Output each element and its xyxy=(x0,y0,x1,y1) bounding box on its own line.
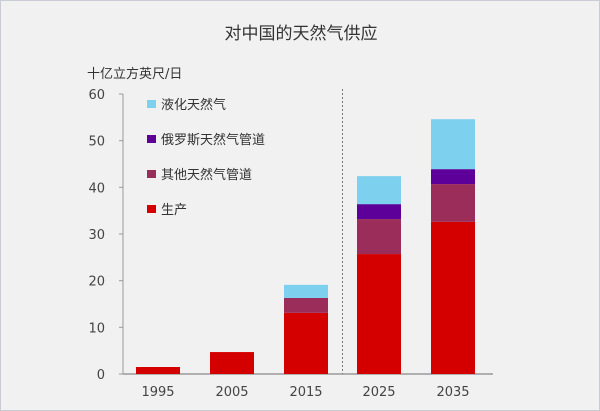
y-tick-label: 50 xyxy=(88,135,105,150)
legend-swatch xyxy=(147,170,156,178)
y-tick-label: 20 xyxy=(88,275,105,290)
y-axis-label: 十亿立方英尺/日 xyxy=(87,67,183,82)
y-tick-label: 60 xyxy=(88,88,105,103)
bar-segment-2015-1 xyxy=(284,297,328,313)
bar-segment-2025-3 xyxy=(357,176,401,205)
bar-segment-2035-3 xyxy=(431,119,475,170)
legend-swatch xyxy=(147,205,156,213)
y-tick-label: 0 xyxy=(97,368,105,383)
bar-segment-2025-2 xyxy=(357,204,401,220)
legend-label: 液化天然气 xyxy=(161,97,226,113)
x-tick-label: 2035 xyxy=(436,385,469,400)
bar-segment-2025-1 xyxy=(357,219,401,255)
y-tick-label: 10 xyxy=(88,321,105,336)
bar-segment-2025-0 xyxy=(357,254,401,374)
chart-title: 对中国的天然气供应 xyxy=(224,24,378,44)
legend-label: 其他天然气管道 xyxy=(161,167,252,183)
y-tick-label: 30 xyxy=(88,228,105,243)
legend-swatch xyxy=(147,100,156,108)
legend-label: 生产 xyxy=(161,203,187,218)
x-tick-label: 2025 xyxy=(362,385,395,400)
x-tick-label: 1995 xyxy=(141,385,174,400)
bar-segment-2035-0 xyxy=(431,221,475,374)
bar-segment-2015-0 xyxy=(284,312,328,374)
y-tick-label: 40 xyxy=(88,181,105,196)
x-tick-label: 2005 xyxy=(215,385,248,400)
bar-segment-1995-0 xyxy=(136,367,180,374)
bar-segment-2035-1 xyxy=(431,184,475,222)
legend-label: 俄罗斯天然气管道 xyxy=(161,132,265,148)
bar-segment-2015-3 xyxy=(284,284,328,298)
bar-segment-2005-0 xyxy=(210,352,254,374)
bar-segment-2035-2 xyxy=(431,169,475,185)
legend-swatch xyxy=(147,135,156,143)
x-tick-label: 2015 xyxy=(289,385,322,400)
